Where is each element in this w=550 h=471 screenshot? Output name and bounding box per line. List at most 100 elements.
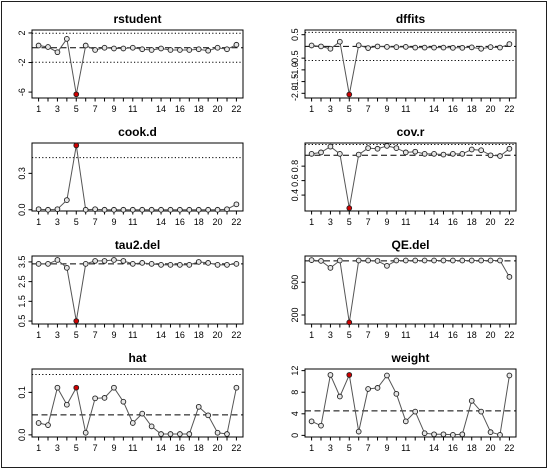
data-point <box>355 257 362 264</box>
x-tick-label: 5 <box>74 443 79 453</box>
y-tick-label: 0.0 <box>17 204 27 217</box>
data-point <box>45 261 51 267</box>
panel-title: cook.d <box>118 125 157 139</box>
x-tick-label: 20 <box>213 330 223 340</box>
panel-cook-d: cook.d 1 3 5 7 9 11 14 16 18 20 22 0.0 0.3 <box>17 125 244 227</box>
x-tick-label: 18 <box>467 330 477 340</box>
data-point <box>101 206 108 213</box>
data-point <box>459 151 466 157</box>
data-point <box>412 44 419 51</box>
data-point <box>337 151 343 157</box>
x-tick-label: 22 <box>231 330 241 340</box>
x-tick-label: 20 <box>213 217 223 227</box>
data-point <box>195 206 202 213</box>
data-point <box>120 206 127 213</box>
panel-weight: weight 1 3 5 7 9 11 14 16 18 20 22 0 4 8 12 <box>290 351 517 453</box>
plot-box <box>304 368 517 438</box>
data-point <box>195 259 202 265</box>
data-point <box>450 151 456 157</box>
x-tick-label: 14 <box>429 217 439 227</box>
highlight-point <box>73 318 80 324</box>
x-tick-label: 9 <box>111 443 116 453</box>
data-point <box>233 384 240 391</box>
data-point <box>148 47 155 53</box>
x-tick-label: 20 <box>486 217 496 227</box>
x-tick-label: 3 <box>55 443 60 453</box>
data-point <box>205 260 211 266</box>
x-tick-label: 5 <box>347 217 352 227</box>
data-point <box>412 148 419 155</box>
data-point <box>393 145 400 151</box>
x-tick-label: 18 <box>467 443 477 453</box>
y-tick-label: 600 <box>290 275 300 290</box>
data-point <box>384 262 390 269</box>
data-point <box>82 42 89 49</box>
data-point <box>186 262 193 268</box>
y-tick-label: -6 <box>17 88 27 96</box>
data-point <box>384 143 390 149</box>
x-tick-label: 5 <box>347 330 352 340</box>
data-point <box>487 257 494 264</box>
x-tick-label: 11 <box>401 217 410 227</box>
data-point <box>129 420 136 426</box>
plot-box <box>304 142 517 212</box>
x-tick-label: 16 <box>448 443 458 453</box>
data-point <box>186 206 193 213</box>
panel-title: QE.del <box>391 238 429 252</box>
data-point <box>82 206 89 213</box>
x-tick-label: 9 <box>111 104 116 114</box>
x-tick-label: 5 <box>74 104 79 114</box>
series-line <box>311 40 510 95</box>
data-point <box>421 151 428 157</box>
data-point <box>64 264 70 271</box>
data-point <box>355 151 362 158</box>
x-tick-label: 20 <box>213 443 223 453</box>
x-tick-label: 14 <box>156 217 166 227</box>
x-tick-label: 14 <box>156 104 166 114</box>
data-point <box>54 384 61 391</box>
x-tick-label: 7 <box>93 443 98 453</box>
data-point <box>233 201 240 208</box>
data-point <box>478 147 484 154</box>
x-tick-label: 22 <box>231 217 241 227</box>
data-point <box>421 430 428 437</box>
x-tick-label: 3 <box>328 443 333 453</box>
plot-box <box>31 368 244 438</box>
data-point <box>101 44 108 51</box>
x-tick-label: 3 <box>55 104 60 114</box>
y-tick-label: 0.5 <box>17 315 27 328</box>
x-tick-label: 18 <box>467 104 477 114</box>
x-tick-label: 16 <box>175 330 185 340</box>
x-tick-label: 3 <box>328 330 333 340</box>
data-point <box>497 257 503 264</box>
data-point <box>308 418 315 425</box>
y-tick-label: 0 <box>290 433 300 438</box>
data-point <box>374 258 381 264</box>
x-tick-label: 1 <box>309 104 314 114</box>
data-point <box>468 257 475 264</box>
data-point <box>92 206 98 213</box>
data-point <box>327 372 334 378</box>
x-tick-label: 7 <box>366 443 371 453</box>
data-point <box>337 393 343 400</box>
data-point <box>431 151 437 157</box>
panel-title: rstudent <box>114 12 162 26</box>
x-tick-label: 22 <box>504 217 514 227</box>
x-tick-label: 3 <box>328 104 333 114</box>
data-point <box>468 146 475 153</box>
data-point <box>167 47 174 53</box>
data-point <box>374 43 381 50</box>
series-line <box>38 386 237 435</box>
y-tick-label: 0.1 <box>17 386 27 399</box>
data-point <box>355 428 362 435</box>
series-line <box>311 373 510 436</box>
data-point <box>64 36 70 42</box>
y-tick-label: 1.5 <box>17 295 27 308</box>
plot-box <box>304 255 517 325</box>
x-tick-label: 3 <box>328 217 333 227</box>
data-point <box>45 44 51 50</box>
panel-dffits: dffits 1 3 5 7 9 11 14 16 18 20 22 0.5 -0.5-1.0-1.5-2… <box>290 12 517 114</box>
data-point <box>497 44 503 51</box>
x-tick-label: 20 <box>486 330 496 340</box>
data-point <box>318 149 324 156</box>
